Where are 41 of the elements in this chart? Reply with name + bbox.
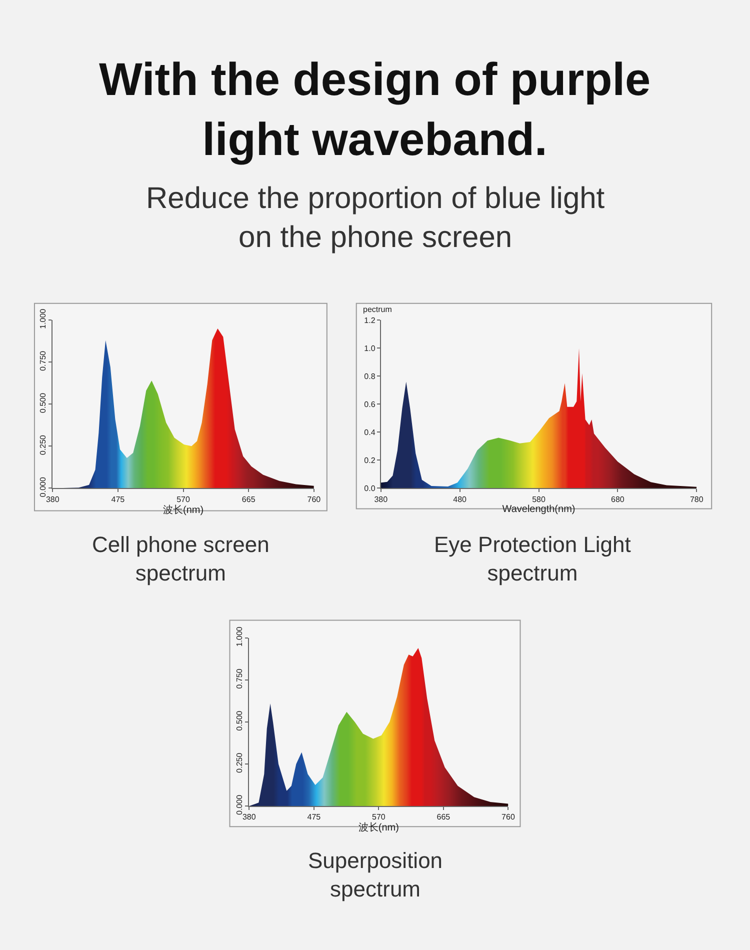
x-axis-title: 波长(nm) — [358, 822, 399, 834]
x-tick-label: 760 — [502, 812, 516, 822]
x-tick-label: 380 — [46, 494, 60, 504]
text: Reduce the proportion of blue light on the phone screen — [146, 182, 606, 254]
text: Cell phone screen spectrum — [92, 532, 270, 586]
x-tick-label: 680 — [611, 494, 625, 504]
text: Eye Protection Light spectrum — [434, 532, 631, 586]
y-tick-label: 0.250 — [234, 752, 244, 773]
y-tick-label: 0.2 — [364, 456, 376, 465]
y-tick-label: 0.8 — [364, 372, 376, 381]
y-tick-label: 0.250 — [38, 434, 48, 455]
x-axis-title: 波长(nm) — [162, 504, 204, 516]
y-tick-label: 0.500 — [234, 710, 244, 731]
text: Superposition spectrum — [308, 848, 443, 902]
x-tick-label: 475 — [307, 812, 322, 822]
y-tick-label: 1.2 — [364, 316, 376, 325]
y-tick-label: 0.000 — [38, 476, 48, 498]
x-tick-label: 570 — [372, 812, 386, 822]
x-tick-label: 580 — [532, 494, 546, 504]
y-tick-label: 0.0 — [364, 484, 376, 494]
x-tick-label: 665 — [242, 494, 256, 504]
x-tick-label: 380 — [242, 812, 256, 822]
y-tick-label: 0.750 — [234, 668, 244, 689]
x-tick-label: 380 — [374, 494, 388, 504]
y-tick-label: 0.000 — [234, 794, 244, 815]
chart-title: With the design of purple light waveband. — [99, 53, 651, 165]
y-tick-label: 0.750 — [38, 350, 48, 371]
y-tick-label: 1.000 — [234, 626, 244, 647]
x-axis-title: Wavelength(nm) — [502, 504, 576, 515]
x-tick-label: 665 — [436, 812, 451, 822]
y-tick-label: 1.0 — [364, 344, 376, 353]
x-tick-label: 480 — [453, 494, 468, 504]
x-tick-label: 475 — [111, 494, 126, 504]
y-tick-label: 1.000 — [38, 308, 48, 329]
y-axis-title: pectrum — [363, 305, 392, 314]
y-tick-label: 0.500 — [38, 392, 48, 413]
y-tick-label: 0.4 — [364, 428, 376, 437]
x-tick-label: 570 — [176, 494, 190, 504]
x-tick-label: 780 — [690, 494, 704, 504]
x-tick-label: 760 — [307, 494, 322, 504]
y-tick-label: 0.6 — [364, 400, 376, 409]
